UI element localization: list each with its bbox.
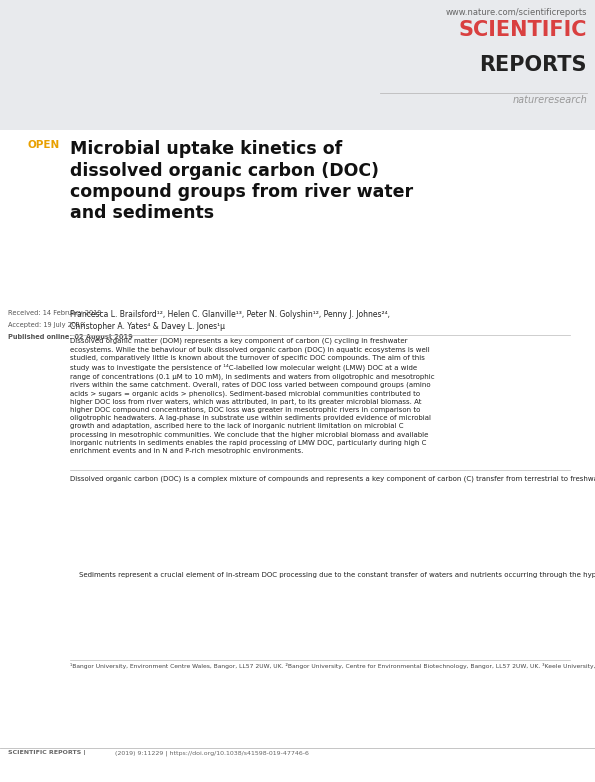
Text: REPORTS: REPORTS [480,55,587,75]
Bar [0,0,595,130]
Text: ¹Bangor University, Environment Centre Wales, Bangor, LL57 2UW, UK. ²Bangor Univ: ¹Bangor University, Environment Centre W… [70,663,595,669]
Text: www.nature.com/scientificreports: www.nature.com/scientificreports [446,8,587,17]
Text: Dissolved organic matter (DOM) represents a key component of carbon (C) cycling : Dissolved organic matter (DOM) represent… [70,338,434,454]
Text: OPEN: OPEN [28,140,60,150]
Text: Published online: 02 August 2019: Published online: 02 August 2019 [8,334,133,340]
Text: SCIENTIFIC REPORTS |: SCIENTIFIC REPORTS | [8,750,86,755]
Text: Accepted: 19 July 2019: Accepted: 19 July 2019 [8,322,84,328]
Text: Sediments represent a crucial element of in-stream DOC processing due to the con: Sediments represent a crucial element of… [70,570,595,578]
Text: Dissolved organic carbon (DOC) is a complex mixture of compounds and represents : Dissolved organic carbon (DOC) is a comp… [70,474,595,482]
Text: Microbial uptake kinetics of
dissolved organic carbon (DOC)
compound groups from: Microbial uptake kinetics of dissolved o… [70,140,413,223]
Text: Received: 14 February 2019: Received: 14 February 2019 [8,310,102,316]
Text: Francesca L. Brailsford¹², Helen C. Glanville¹³, Peter N. Golyshin¹², Penny J. J: Francesca L. Brailsford¹², Helen C. Glan… [70,310,390,331]
Text: natureresearch: natureresearch [512,95,587,105]
Text: (2019) 9:11229 | https://doi.org/10.1038/s41598-019-47746-6: (2019) 9:11229 | https://doi.org/10.1038… [115,750,309,755]
Text: SCIENTIFIC: SCIENTIFIC [459,20,587,40]
